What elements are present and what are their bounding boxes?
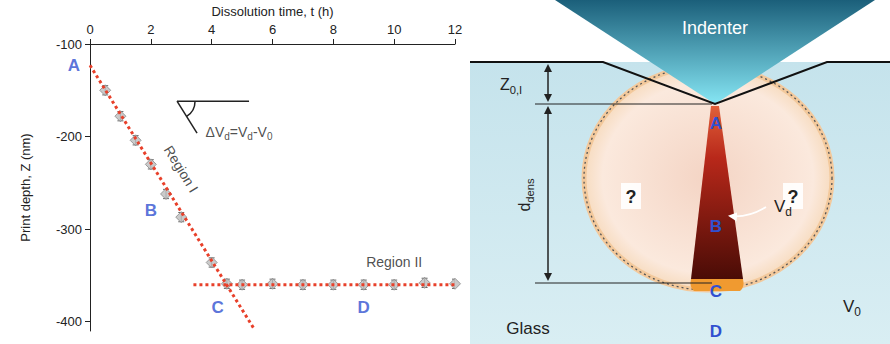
svg-text:-V: -V — [253, 124, 268, 140]
svg-text:Z0,I: Z0,I — [500, 76, 522, 96]
svg-text:6: 6 — [269, 22, 276, 37]
svg-text:12: 12 — [448, 22, 462, 37]
svg-text:C: C — [212, 298, 224, 317]
svg-text:Dissolution time, t (h): Dissolution time, t (h) — [211, 4, 333, 19]
svg-text:d: d — [247, 131, 253, 143]
svg-text:D: D — [358, 298, 370, 317]
svg-text:10: 10 — [387, 22, 401, 37]
svg-text:Region II: Region II — [366, 254, 422, 270]
svg-text:=V: =V — [230, 124, 248, 140]
svg-text:4: 4 — [208, 22, 215, 37]
svg-text:?: ? — [788, 187, 799, 207]
svg-text:A: A — [710, 114, 722, 133]
svg-text:Glass: Glass — [506, 319, 549, 338]
svg-text:2: 2 — [147, 22, 154, 37]
svg-text:ddens: ddens — [516, 178, 536, 212]
svg-text:D: D — [710, 322, 722, 341]
svg-text:V0: V0 — [843, 297, 861, 319]
svg-text:8: 8 — [330, 22, 337, 37]
svg-text:-400: -400 — [56, 314, 82, 329]
svg-text:Region I: Region I — [161, 143, 202, 196]
svg-text:A: A — [68, 56, 80, 75]
svg-text:Indenter: Indenter — [682, 18, 748, 38]
svg-text:B: B — [145, 201, 157, 220]
svg-text:0: 0 — [86, 22, 93, 37]
svg-text:-200: -200 — [56, 129, 82, 144]
svg-text:-100: -100 — [56, 37, 82, 52]
svg-text:Print depth, Z (nm): Print depth, Z (nm) — [18, 133, 33, 241]
svg-text:B: B — [710, 217, 722, 236]
svg-text:?: ? — [626, 187, 637, 207]
svg-text:C: C — [710, 282, 722, 301]
svg-text:ΔV: ΔV — [206, 124, 225, 140]
svg-text:d: d — [224, 131, 230, 143]
svg-text:-300: -300 — [56, 222, 82, 237]
svg-text:0: 0 — [267, 131, 273, 142]
svg-text:Vd: Vd — [774, 197, 792, 219]
